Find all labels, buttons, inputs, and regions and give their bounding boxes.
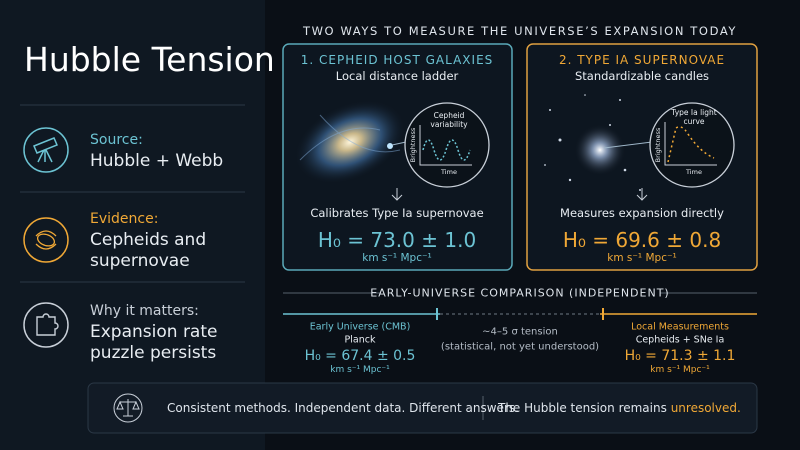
sidebar-label: Source: bbox=[90, 132, 143, 148]
card-title: 2. TYPE IA SUPERNOVAE bbox=[558, 53, 726, 67]
puzzle bbox=[36, 313, 59, 336]
sidebar-text: Hubble + Webb bbox=[90, 151, 224, 171]
caption: Measures expansion directly bbox=[560, 206, 724, 220]
sidebar-text: Expansion rate puzzle persists bbox=[90, 322, 218, 363]
galaxy-arms bbox=[299, 114, 401, 161]
arrow bbox=[391, 188, 403, 201]
icon-galaxy bbox=[23, 217, 69, 263]
caption: Calibrates Type Ia supernovae bbox=[310, 206, 484, 220]
inset-y: Brightness bbox=[409, 127, 417, 163]
footer-highlight: unresolved. bbox=[670, 401, 741, 415]
cepheid-star bbox=[387, 143, 393, 149]
local-label: Local Measurements bbox=[631, 321, 729, 333]
balance bbox=[116, 399, 140, 417]
inset-y: Brightness bbox=[654, 127, 662, 163]
comparison-title: EARLY-UNIVERSE COMPARISON (INDEPENDENT) bbox=[370, 286, 670, 300]
tension-label: ~4–5 σ tension bbox=[482, 326, 558, 338]
card-subtitle: Local distance ladder bbox=[335, 69, 459, 83]
early-source: Planck bbox=[344, 334, 376, 346]
telescope bbox=[33, 137, 58, 163]
h0-value: H₀ = 73.0 ± 1.0 bbox=[317, 228, 477, 252]
early-label: Early Universe (CMB) bbox=[309, 321, 411, 333]
card-border bbox=[282, 43, 513, 271]
units: km s⁻¹ Mpc⁻¹ bbox=[607, 252, 677, 264]
card-title: 1. CEPHEID HOST GALAXIES bbox=[300, 53, 494, 67]
cepheid-curve bbox=[422, 139, 471, 161]
pointer bbox=[391, 141, 407, 146]
card-border bbox=[526, 43, 758, 271]
sidebar-label: Why it matters: bbox=[90, 303, 199, 319]
icon-telescope bbox=[23, 127, 69, 173]
footer-box bbox=[87, 382, 758, 434]
pointer bbox=[603, 141, 653, 149]
footer-right-line: The Hubble tension remains unresolved. bbox=[498, 401, 741, 415]
inset-axes bbox=[419, 125, 472, 166]
galaxy-image bbox=[293, 99, 407, 185]
h0-value: H₀ = 69.6 ± 0.8 bbox=[562, 228, 722, 252]
local-units: km s⁻¹ Mpc⁻¹ bbox=[650, 365, 710, 375]
inset-x: Time bbox=[441, 168, 457, 176]
icon-scale bbox=[113, 393, 143, 423]
sidebar-label: Evidence: bbox=[90, 211, 159, 227]
early-units: km s⁻¹ Mpc⁻¹ bbox=[330, 365, 390, 375]
local-source: Cepheids + SNe Ia bbox=[635, 334, 725, 346]
light-curve bbox=[667, 126, 715, 163]
supernova-image bbox=[574, 124, 626, 176]
inset-axes bbox=[664, 122, 717, 166]
arrow bbox=[636, 188, 648, 201]
early-value: H₀ = 67.4 ± 0.5 bbox=[304, 348, 416, 364]
units: km s⁻¹ Mpc⁻¹ bbox=[362, 252, 432, 264]
inset-title: Type Ia light curve bbox=[671, 108, 717, 126]
card-subtitle: Standardizable candles bbox=[574, 69, 710, 83]
footer-right: The Hubble tension remains bbox=[498, 401, 667, 415]
galaxy-icon bbox=[35, 230, 57, 250]
sidebar-text: Cepheids and supernovae bbox=[90, 230, 207, 271]
title: Hubble Tension bbox=[24, 40, 275, 79]
inset-circle bbox=[649, 102, 735, 188]
footer-left: Consistent methods. Independent data. Di… bbox=[167, 401, 519, 415]
header: TWO WAYS TO MEASURE THE UNIVERSE’S EXPAN… bbox=[302, 24, 738, 38]
inset-title: Cepheid variability bbox=[430, 111, 468, 129]
stars bbox=[544, 94, 641, 191]
tension-note: (statistical, not yet understood) bbox=[440, 341, 600, 353]
sidebar-bg bbox=[0, 0, 265, 450]
local-value: H₀ = 71.3 ± 1.1 bbox=[624, 348, 736, 364]
inset-x: Time bbox=[686, 168, 702, 176]
icon-puzzle bbox=[23, 302, 69, 348]
